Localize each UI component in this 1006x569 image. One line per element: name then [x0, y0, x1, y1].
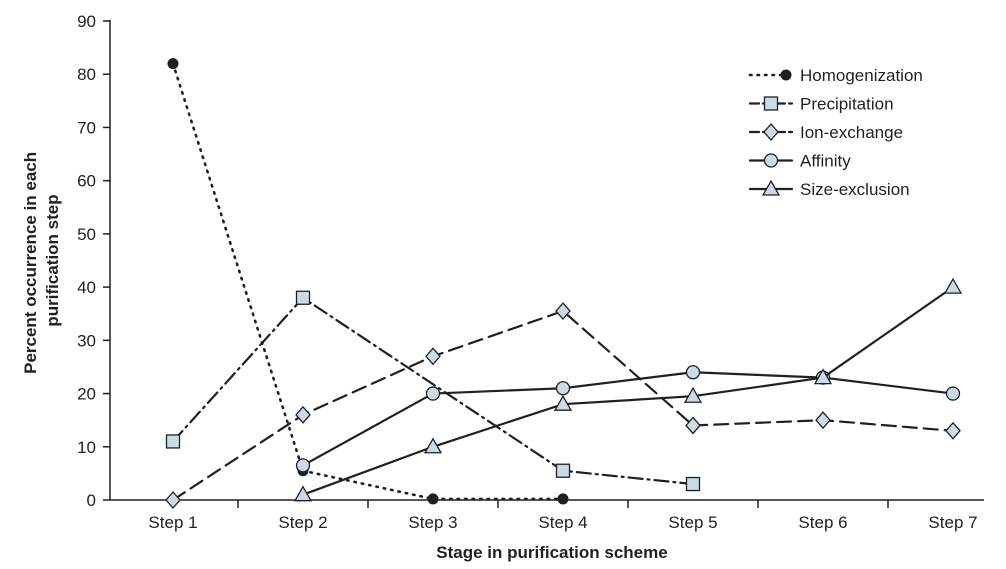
series-homogenization	[167, 58, 569, 505]
y-tick-label: 0	[87, 491, 96, 510]
data-point	[555, 463, 571, 478]
data-point	[685, 416, 701, 435]
x-tick-label: Step 2	[278, 513, 327, 532]
legend-swatch-marker	[763, 96, 779, 111]
data-point	[165, 491, 181, 509]
y-tick-label: 10	[77, 438, 96, 457]
y-tick-label: 70	[77, 118, 96, 137]
x-ticks: Step 1 Step 2 Step 3 Step 4 Step 5 Step 6 Step…	[148, 500, 978, 532]
y-tick-label: 30	[77, 331, 96, 350]
axes	[109, 20, 984, 501]
data-point	[167, 58, 179, 70]
series-line	[301, 286, 955, 496]
data-point	[555, 302, 571, 321]
data-point	[423, 437, 443, 454]
data-point	[295, 290, 311, 305]
legend-swatch-marker	[761, 179, 781, 196]
legend-item: Affinity	[748, 152, 851, 171]
x-tick-label: Step 5	[668, 513, 717, 532]
legend-swatch-marker	[780, 69, 792, 81]
y-ticks: 0 10 20 30 40 50 60 70 80 90	[77, 12, 110, 510]
data-point	[293, 485, 313, 502]
legend-label: Homogenization	[800, 66, 923, 85]
data-point	[557, 493, 569, 505]
data-point	[943, 277, 963, 294]
x-tick-label: Step 3	[408, 513, 457, 532]
x-axis-title: Stage in purification scheme	[436, 543, 667, 562]
series-line	[301, 371, 955, 467]
legend-label: Ion-exchange	[800, 123, 903, 142]
y-tick-label: 60	[77, 172, 96, 191]
x-tick-label: Step 1	[148, 513, 197, 532]
series-precipitation	[165, 290, 701, 492]
legend-label: Affinity	[800, 152, 851, 171]
data-point	[165, 434, 181, 449]
data-point	[683, 386, 703, 403]
data-point	[425, 347, 441, 366]
y-tick-label: 80	[77, 65, 96, 84]
y-axis-title-line-2: purification step	[43, 194, 62, 326]
series-size-exclusion	[293, 277, 963, 502]
legend-label: Precipitation	[800, 95, 894, 114]
data-point	[945, 386, 961, 401]
data-point	[295, 405, 311, 424]
data-point	[815, 411, 831, 430]
x-tick-label: Step 4	[538, 513, 587, 532]
series-affinity	[295, 365, 961, 473]
series-ion-exchange	[165, 302, 961, 509]
data-point	[553, 394, 573, 411]
data-point	[685, 476, 701, 492]
data-point	[295, 458, 311, 473]
y-axis-title-line-1: Percent occurrence in each	[21, 152, 40, 374]
legend: Homogenization Precipitation Ion-exchange A…	[748, 66, 923, 199]
legend-item: Homogenization	[748, 66, 923, 85]
legend-swatch-marker	[763, 153, 779, 168]
series-line	[171, 296, 695, 486]
data-point	[555, 381, 571, 396]
data-point	[813, 368, 833, 385]
y-tick-label: 50	[77, 225, 96, 244]
data-point	[425, 386, 441, 401]
series-line	[171, 62, 565, 501]
x-tick-label: Step 7	[928, 513, 977, 532]
x-tick-label: Step 6	[798, 513, 847, 532]
y-tick-label: 20	[77, 385, 96, 404]
legend-item: Size-exclusion	[748, 179, 910, 199]
data-point	[945, 421, 961, 440]
legend-swatch-marker	[763, 123, 779, 141]
y-tick-label: 40	[77, 278, 96, 297]
legend-item: Ion-exchange	[748, 123, 903, 142]
legend-item: Precipitation	[748, 95, 894, 114]
legend-label: Size-exclusion	[800, 180, 910, 199]
y-axis-title: Percent occurrence in each purification …	[21, 147, 62, 374]
data-point	[427, 493, 439, 505]
y-tick-label: 90	[77, 12, 96, 31]
series-group	[165, 58, 963, 509]
data-point	[685, 365, 701, 380]
